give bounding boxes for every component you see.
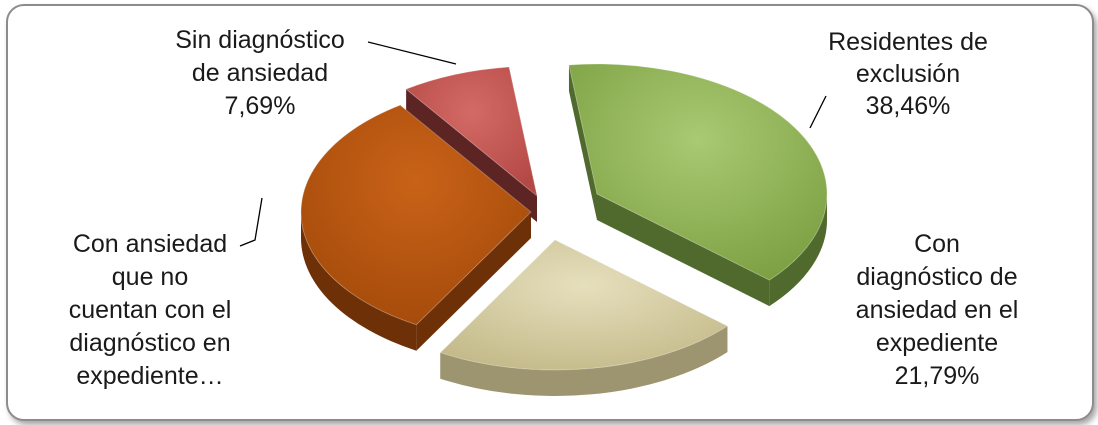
slice-value-label: 21,79% bbox=[895, 362, 980, 390]
pie-slice-side bbox=[301, 212, 417, 351]
slice-label: Con diagnóstico de ansiedad en el expedient… bbox=[856, 230, 1019, 390]
slice-label: Con ansiedad que no cuentan con el diagnóst… bbox=[69, 230, 232, 390]
pie-slice-cut bbox=[406, 89, 537, 222]
slice-label-line: de ansiedad bbox=[192, 59, 328, 87]
leader-line bbox=[239, 197, 263, 247]
slice-value-label: 7,69% bbox=[225, 92, 296, 120]
pie-slice bbox=[568, 63, 828, 281]
slice-label-line: Con ansiedad bbox=[73, 230, 227, 258]
slice-label-line: que no bbox=[112, 263, 188, 291]
slice-label-line: Sin diagnóstico bbox=[175, 26, 345, 54]
pie-slice bbox=[439, 239, 729, 371]
leader-line bbox=[809, 95, 827, 129]
slice-label: Sin diagnóstico de ansiedad 7,69% bbox=[175, 26, 345, 120]
pie-slice bbox=[405, 66, 538, 198]
slice-label-line: expediente bbox=[876, 329, 998, 357]
slice-label-line: cuentan con el bbox=[69, 296, 232, 324]
pie-slice-cut bbox=[416, 212, 531, 351]
pie-slice bbox=[300, 104, 532, 326]
slice-label: Residentes de exclusión 38,46% bbox=[828, 28, 988, 120]
slice-label-line: diagnóstico en bbox=[69, 329, 230, 357]
pie-slice-side bbox=[769, 194, 827, 307]
slice-label-line: Con bbox=[914, 230, 960, 258]
slice-label-line: diagnóstico de bbox=[856, 263, 1017, 291]
slice-label-line: Residentes de bbox=[828, 28, 988, 56]
leader-line bbox=[367, 41, 457, 65]
pie-slice-cut bbox=[597, 194, 770, 307]
slice-value-label: 38,46% bbox=[866, 92, 951, 120]
pie-slice-side bbox=[440, 326, 728, 396]
slice-label-line: ansiedad en el bbox=[856, 296, 1019, 324]
pie-slice-cut bbox=[568, 64, 597, 221]
slice-label-line: expediente… bbox=[76, 362, 223, 390]
slice-label-line: exclusión bbox=[856, 60, 960, 88]
